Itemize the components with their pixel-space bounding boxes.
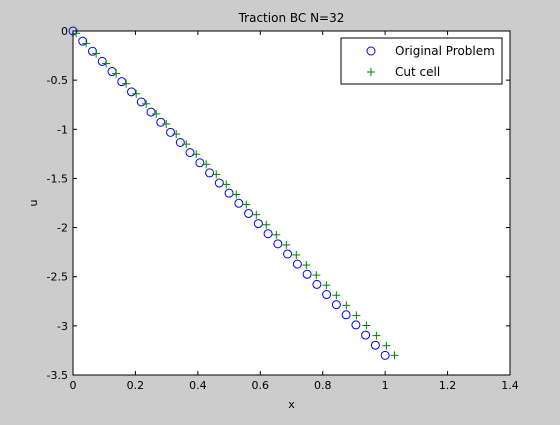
series-layer [68, 26, 399, 360]
data-point-circle [244, 208, 254, 218]
data-point-plus [82, 39, 91, 48]
x-tick-label: 0.8 [314, 379, 332, 392]
y-tick-label: -1.5 [47, 172, 68, 185]
data-point-plus [212, 170, 221, 179]
data-point-plus [142, 99, 151, 108]
y-axis-label: u [27, 200, 40, 207]
legend-marker-circle [366, 46, 376, 56]
y-tick-label: -3.5 [47, 369, 68, 382]
series-0 [68, 26, 390, 360]
data-point-circle [351, 320, 361, 330]
data-point-plus [312, 271, 321, 280]
data-point-plus [272, 230, 281, 239]
data-point-circle [136, 97, 146, 107]
data-point-plus [102, 59, 111, 68]
x-tick-label: 1 [382, 379, 389, 392]
data-point-circle [205, 168, 215, 178]
data-point-plus [162, 119, 171, 128]
data-point-plus [202, 160, 211, 169]
y-tick-label: -2 [57, 222, 68, 235]
x-tick-label: 0.2 [127, 379, 145, 392]
ticks-layer: 0 0.2 0.4 0.6 0.8 1 1.2 1.4 0 -0.5 -1 -1.5 -2 -2.5 -3 -… [47, 25, 519, 392]
data-point-plus [242, 200, 251, 209]
data-point-plus [122, 79, 131, 88]
data-point-circle [292, 259, 302, 269]
data-point-circle [175, 137, 185, 147]
data-point-circle [322, 290, 332, 300]
data-point-plus [152, 109, 161, 118]
y-tick-label: -1 [57, 123, 68, 136]
x-tick-label: 0 [70, 379, 77, 392]
data-point-circle [312, 279, 322, 289]
data-point-plus [182, 140, 191, 149]
legend-items [366, 46, 376, 76]
x-tick-label: 1.2 [439, 379, 457, 392]
data-point-plus [282, 240, 291, 249]
data-point-circle [273, 239, 283, 249]
data-point-plus [232, 190, 241, 199]
data-point-circle [234, 198, 244, 208]
data-point-plus [352, 311, 361, 320]
y-tick-label: -2.5 [47, 271, 68, 284]
data-point-circle [370, 340, 380, 350]
legend-box [340, 37, 503, 85]
x-axis-label: x [288, 398, 295, 411]
x-tick-label: 0.6 [252, 379, 270, 392]
x-tick-label: 1.4 [501, 379, 519, 392]
data-point-plus [292, 250, 301, 259]
data-point-circle [185, 148, 195, 158]
data-point-circle [341, 310, 351, 320]
legend-label-original: Original Problem [395, 44, 495, 58]
data-point-circle [166, 127, 176, 137]
y-tick-label: -3 [57, 320, 68, 333]
data-point-circle [195, 158, 205, 168]
data-point-plus [342, 301, 351, 310]
data-point-circle [78, 36, 88, 46]
data-point-plus [172, 130, 181, 139]
data-point-plus [332, 291, 341, 300]
data-point-plus [372, 331, 381, 340]
data-point-plus [192, 150, 201, 159]
data-point-circle [253, 219, 263, 229]
data-point-circle [146, 107, 156, 117]
data-point-plus [222, 180, 231, 189]
data-point-plus [362, 321, 371, 330]
data-point-circle [214, 178, 224, 188]
data-point-circle [380, 350, 390, 360]
data-point-circle [224, 188, 234, 198]
data-point-plus [382, 341, 391, 350]
data-point-circle [127, 87, 137, 97]
data-point-circle [331, 300, 341, 310]
legend-label-cutcell: Cut cell [395, 65, 440, 79]
data-point-plus [322, 281, 331, 290]
plot-area [73, 31, 510, 375]
data-point-plus [390, 351, 399, 360]
data-point-plus [112, 69, 121, 78]
data-point-circle [361, 330, 371, 340]
data-point-plus [252, 210, 261, 219]
data-point-circle [302, 269, 312, 279]
legend: Original Problem Cut cell [340, 37, 503, 85]
data-point-circle [263, 229, 273, 239]
x-tick-label: 0.4 [189, 379, 207, 392]
data-point-circle [283, 249, 293, 259]
data-point-plus [262, 220, 271, 229]
data-point-plus [92, 49, 101, 58]
legend-marker-plus [367, 68, 375, 76]
chart-title: Traction BC N=32 [238, 11, 345, 25]
y-tick-label: -0.5 [47, 74, 68, 87]
plot-frame [72, 30, 511, 376]
series-1 [72, 29, 399, 360]
data-point-plus [302, 261, 311, 270]
data-point-circle [156, 117, 166, 127]
y-tick-label: 0 [61, 25, 68, 38]
data-point-plus [132, 89, 141, 98]
